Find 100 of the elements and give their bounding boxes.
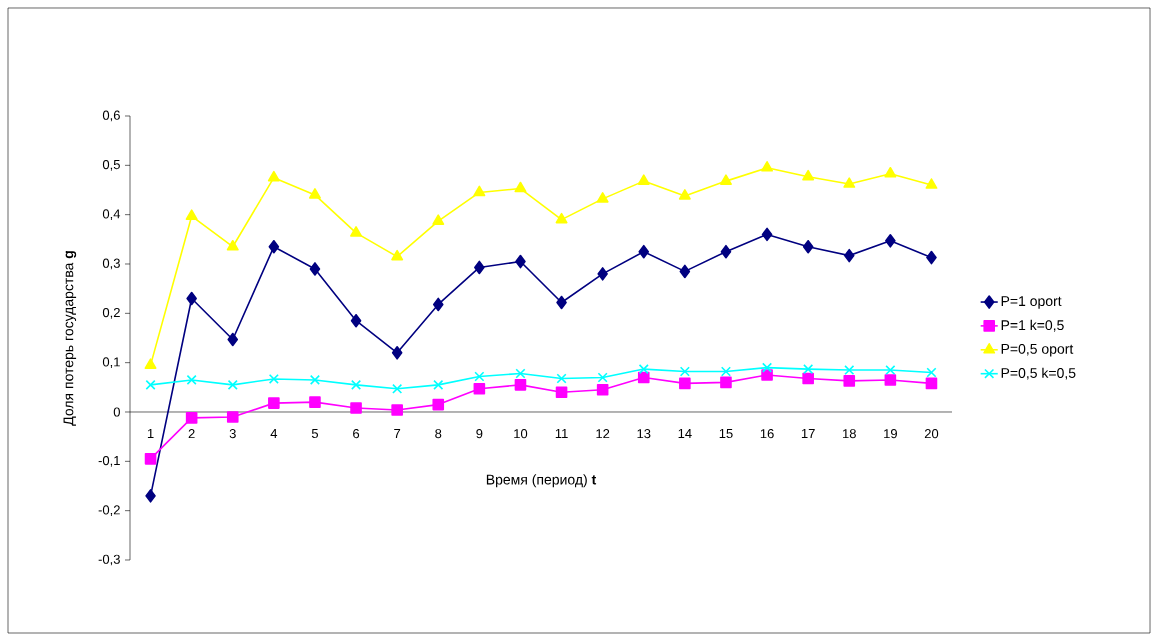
- x-tick-label: 2: [188, 429, 195, 439]
- point: [885, 234, 896, 248]
- point: [720, 376, 732, 389]
- point: [555, 386, 568, 399]
- point: [761, 227, 773, 242]
- point: [473, 185, 486, 197]
- point: [843, 375, 856, 387]
- x-tick-label: 4: [270, 429, 278, 438]
- x-tick-label: 19: [884, 429, 897, 439]
- y-tick-label: 0,5: [102, 159, 120, 171]
- x-tick-label: 9: [476, 429, 483, 439]
- point: [144, 453, 157, 465]
- point: [843, 177, 856, 188]
- point: [884, 374, 897, 386]
- point: [227, 379, 238, 390]
- point: [145, 379, 156, 390]
- point: [350, 313, 362, 328]
- point: [802, 239, 814, 254]
- point: [350, 402, 362, 414]
- point: [843, 248, 855, 263]
- point: [515, 254, 526, 269]
- y-tick-label: -0,3: [98, 554, 120, 566]
- y-tick-label: 0,2: [102, 307, 120, 319]
- y-tick-label: 0,1: [102, 357, 120, 369]
- point: [720, 244, 732, 259]
- point: [186, 291, 197, 306]
- point: [391, 249, 404, 261]
- y-tick-label: 0,4: [102, 209, 121, 221]
- point: [638, 364, 649, 375]
- y-axis-title: Доля потерь государства g: [63, 251, 77, 426]
- point: [925, 377, 938, 390]
- x-tick-label: 12: [596, 429, 610, 439]
- x-tick-label: 15: [719, 429, 733, 439]
- point: [596, 192, 609, 203]
- point: [474, 260, 485, 275]
- point: [885, 365, 896, 376]
- point: [309, 262, 321, 276]
- point: [309, 374, 320, 385]
- point: [926, 367, 937, 378]
- point: [679, 377, 691, 390]
- point: [144, 358, 157, 369]
- x-tick-label: 18: [843, 429, 856, 439]
- point: [597, 267, 608, 281]
- point: [268, 373, 279, 384]
- point: [186, 374, 197, 385]
- x-tick-label: 6: [353, 429, 360, 439]
- point: [556, 373, 567, 384]
- x-tick-label: 3: [229, 429, 236, 439]
- y-tick-label: -0,2: [98, 505, 120, 517]
- point: [268, 239, 280, 254]
- point: [925, 178, 938, 189]
- point: [474, 371, 485, 382]
- point: [719, 174, 732, 185]
- point: [308, 188, 321, 199]
- x-axis-title: Время (период) t: [486, 474, 597, 488]
- point: [720, 366, 731, 377]
- point: [515, 368, 526, 379]
- point: [556, 295, 567, 310]
- point: [185, 412, 198, 424]
- y-tick-label: 0: [113, 407, 120, 417]
- point: [351, 379, 362, 390]
- point: [391, 404, 403, 416]
- point: [597, 372, 608, 383]
- x-tick-label: 13: [637, 429, 651, 439]
- y-tick-label: 0,6: [102, 110, 120, 122]
- y-tick-label: -0,1: [98, 455, 120, 467]
- point: [762, 362, 773, 373]
- point: [392, 383, 403, 394]
- legend-label: P=0,5 k=0,5: [1001, 367, 1076, 380]
- point: [227, 332, 239, 347]
- point: [761, 369, 773, 381]
- x-tick-label: 1: [147, 429, 154, 438]
- point: [637, 174, 650, 185]
- point: [433, 379, 444, 390]
- point: [145, 489, 156, 503]
- x-tick-label: 8: [435, 429, 442, 439]
- point: [884, 166, 897, 178]
- x-tick-label: 10: [514, 429, 528, 439]
- point: [844, 365, 855, 376]
- x-tick-label: 7: [394, 429, 401, 438]
- point: [514, 181, 527, 193]
- point: [267, 170, 280, 182]
- point: [555, 212, 568, 224]
- point: [473, 383, 486, 395]
- point: [803, 364, 814, 375]
- point: [309, 396, 321, 408]
- x-tick-label: 20: [924, 429, 939, 439]
- point: [638, 244, 650, 259]
- point: [185, 209, 198, 220]
- point: [432, 297, 444, 312]
- point: [350, 226, 363, 237]
- point: [802, 372, 814, 385]
- point: [268, 397, 280, 409]
- y-tick-label: 0,3: [102, 258, 120, 270]
- x-tick-label: 5: [311, 429, 319, 439]
- point: [391, 346, 403, 360]
- point: [432, 398, 445, 411]
- point: [761, 161, 774, 172]
- point: [514, 379, 527, 391]
- point: [596, 384, 609, 396]
